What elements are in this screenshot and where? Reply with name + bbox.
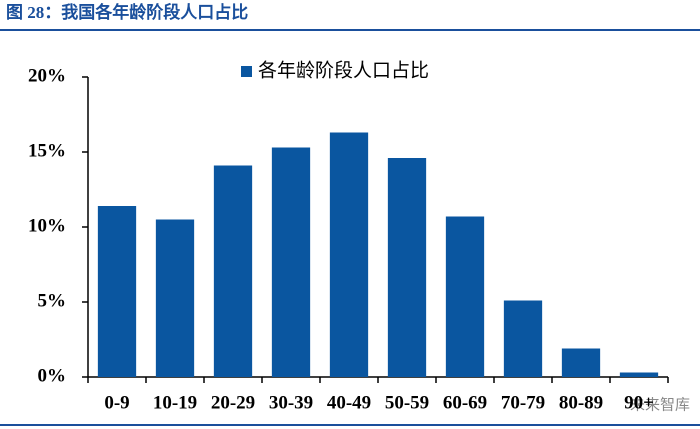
x-tick-label: 80-89 xyxy=(559,392,603,413)
bar xyxy=(155,219,195,377)
x-tick-label: 40-49 xyxy=(327,392,371,413)
bar xyxy=(329,132,369,377)
x-tick-label: 0-9 xyxy=(104,392,129,413)
bar xyxy=(387,158,427,377)
x-tick-label: 10-19 xyxy=(153,392,197,413)
x-tick-label: 20-29 xyxy=(211,392,255,413)
bar xyxy=(213,165,253,377)
chart-title: 图 28：我国各年龄阶段人口占比 xyxy=(6,2,248,22)
y-tick-label: 15% xyxy=(28,140,66,161)
x-tick-label: 50-59 xyxy=(385,392,429,413)
y-tick-label: 10% xyxy=(28,215,66,236)
bar xyxy=(445,216,485,377)
y-tick-label: 20% xyxy=(28,65,66,86)
bar xyxy=(619,372,659,377)
y-tick-label: 5% xyxy=(38,290,67,311)
x-tick-label: 70-79 xyxy=(501,392,545,413)
x-tick-label: 90+ xyxy=(624,392,654,413)
x-tick-label: 30-39 xyxy=(269,392,313,413)
bar xyxy=(271,147,311,377)
x-tick-label: 60-69 xyxy=(443,392,487,413)
bar xyxy=(503,300,543,377)
y-tick-label: 0% xyxy=(38,365,67,386)
watermark: 未来智库 xyxy=(630,395,690,413)
legend-label: 各年龄阶段人口占比 xyxy=(258,59,429,81)
bar xyxy=(561,348,601,377)
bar xyxy=(97,206,137,377)
legend-swatch xyxy=(241,66,252,77)
